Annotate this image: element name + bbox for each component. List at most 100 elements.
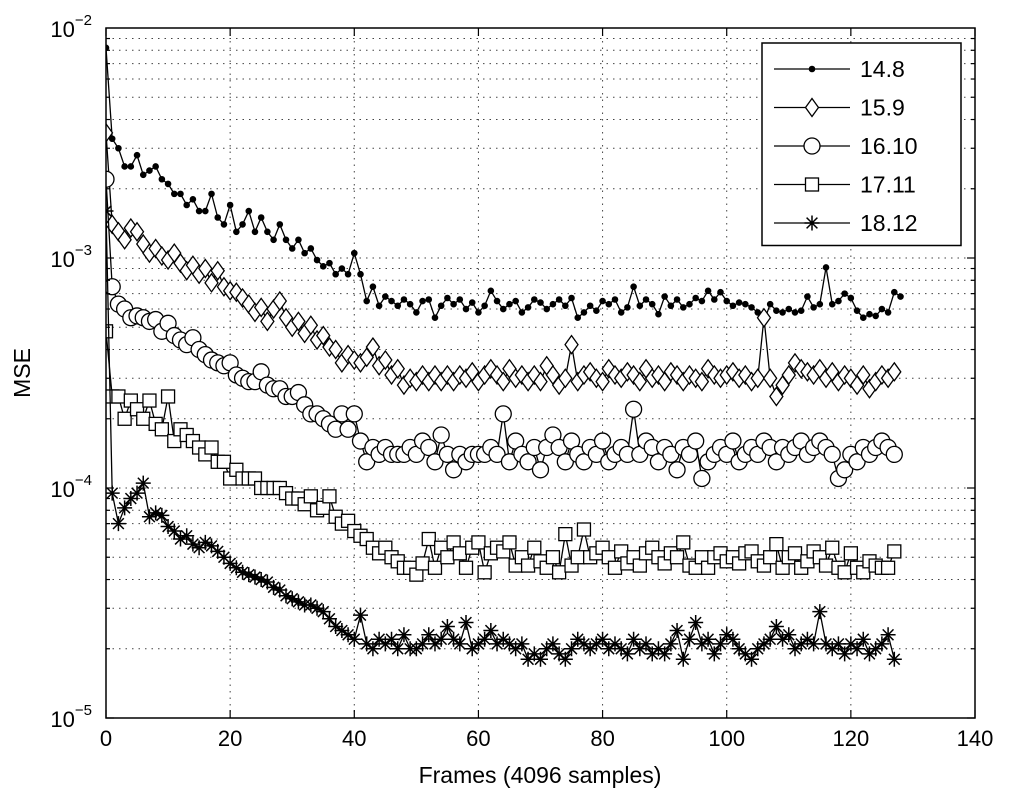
data-point — [773, 307, 780, 315]
data-point — [328, 339, 343, 360]
data-point — [371, 631, 387, 647]
data-point — [880, 627, 896, 643]
data-point — [458, 615, 474, 631]
data-point — [632, 558, 647, 573]
data-point — [526, 646, 542, 662]
data-point — [499, 305, 507, 313]
data-point — [797, 307, 805, 315]
legend-entry: 15.9 — [774, 95, 905, 121]
data-point — [626, 631, 642, 647]
data-point — [352, 607, 368, 623]
data-point — [644, 646, 660, 662]
legend-entry: 18.12 — [774, 210, 918, 236]
data-point — [419, 297, 426, 305]
data-point — [769, 386, 784, 407]
data-point — [160, 519, 176, 535]
data-point — [781, 364, 797, 386]
data-point — [557, 651, 573, 667]
data-point — [779, 309, 786, 316]
y-tick-base: 10 — [50, 17, 74, 42]
data-point — [415, 636, 431, 652]
data-point — [319, 263, 327, 270]
data-point — [804, 177, 820, 192]
data-point — [241, 567, 257, 583]
data-point — [117, 229, 132, 250]
data-point — [251, 228, 259, 236]
legend-entry: 17.11 — [774, 172, 916, 198]
data-point — [470, 636, 486, 652]
data-point — [533, 651, 548, 667]
data-point — [452, 546, 467, 561]
data-point — [886, 651, 902, 667]
data-point — [717, 288, 724, 296]
data-point — [855, 631, 871, 647]
data-point — [400, 296, 408, 303]
data-point — [750, 368, 766, 389]
data-point — [179, 528, 195, 544]
data-point — [837, 565, 852, 580]
data-point — [624, 400, 643, 418]
data-point — [885, 445, 903, 464]
data-point — [282, 236, 290, 244]
data-point — [444, 461, 463, 479]
data-point — [135, 475, 151, 491]
data-point — [220, 221, 228, 228]
data-point — [768, 618, 784, 634]
data-point — [828, 300, 836, 308]
data-point — [537, 299, 544, 306]
data-point — [762, 631, 778, 647]
data-point — [245, 207, 253, 215]
data-point — [344, 270, 352, 278]
data-point — [737, 646, 753, 662]
data-point — [744, 651, 760, 667]
data-point — [693, 469, 711, 488]
data-point — [123, 491, 139, 507]
y-tick-base: 10 — [50, 477, 74, 502]
data-point — [394, 302, 402, 310]
data-point — [106, 278, 121, 296]
data-point — [339, 420, 357, 438]
data-point — [756, 636, 772, 652]
data-point — [551, 646, 567, 662]
data-point — [518, 309, 526, 316]
data-point — [687, 432, 705, 450]
data-point — [669, 364, 685, 386]
x-tick-label: 80 — [590, 726, 614, 751]
data-point — [295, 236, 302, 244]
data-point — [812, 604, 828, 620]
data-point — [887, 361, 902, 382]
data-point — [738, 364, 753, 386]
data-point — [425, 296, 433, 303]
data-point — [607, 560, 623, 575]
data-point — [266, 579, 282, 595]
data-point — [861, 646, 877, 662]
x-tick-label: 140 — [957, 726, 994, 751]
data-point — [253, 297, 269, 318]
data-point — [110, 516, 126, 532]
data-point — [564, 334, 579, 355]
data-point — [148, 505, 164, 521]
data-point — [421, 627, 437, 643]
data-point — [481, 302, 488, 310]
data-point — [166, 523, 182, 539]
y-tick-label: 10−5 — [50, 702, 92, 732]
data-point — [868, 641, 884, 657]
data-point — [837, 646, 853, 662]
data-point — [735, 299, 743, 306]
data-point — [127, 163, 135, 170]
data-point — [878, 305, 886, 313]
data-point — [891, 288, 898, 296]
x-tick-label: 100 — [708, 726, 745, 751]
data-point — [543, 305, 551, 313]
data-point — [214, 214, 222, 221]
data-point — [313, 256, 321, 264]
data-point — [835, 297, 842, 305]
data-point — [172, 531, 188, 547]
series-18-12 — [106, 203, 902, 667]
data-point — [650, 641, 666, 657]
data-point — [750, 641, 766, 657]
data-point — [549, 300, 557, 308]
y-tick-base: 10 — [50, 707, 74, 732]
data-point — [688, 615, 704, 631]
data-point — [843, 636, 859, 652]
